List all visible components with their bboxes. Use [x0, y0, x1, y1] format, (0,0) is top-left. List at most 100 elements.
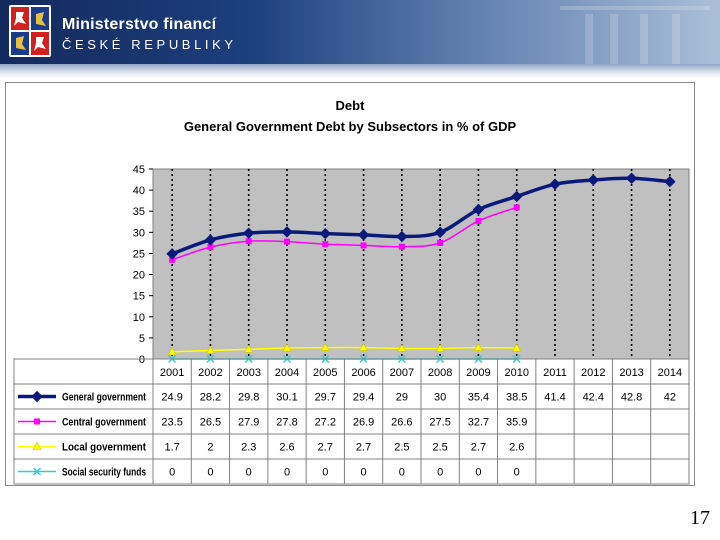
header-banner: Ministerstvo financí ČESKÉ REPUBLIKY: [0, 0, 720, 64]
data-label-3-2003: 0: [246, 467, 252, 479]
page-number: 17: [690, 507, 710, 529]
data-label-0-2002: 28.2: [200, 392, 221, 404]
coat-of-arms-icon: [9, 5, 51, 57]
data-label-0-2004: 30.1: [276, 392, 297, 404]
data-label-1-2003: 27.9: [238, 417, 259, 429]
data-label-3-2006: 0: [361, 467, 367, 479]
series-0-point-2005: [319, 227, 331, 240]
legend-marker-1: [34, 418, 40, 425]
chart-subtitle: General Government Debt by Subsectors in…: [184, 119, 517, 134]
data-label-0-2005: 29.7: [315, 392, 336, 404]
data-label-0-2010: 38.5: [506, 392, 527, 404]
data-label-0-2009: 35.4: [468, 392, 489, 404]
series-0-point-2006: [357, 229, 370, 241]
series-2-point-2007: [397, 343, 407, 352]
series-2-point-2010: [512, 343, 522, 352]
x-tick-2009: 2009: [466, 367, 490, 379]
data-label-0-2011: 41.4: [544, 392, 565, 404]
building-column: [610, 14, 618, 64]
data-label-0-2014: 42: [664, 392, 676, 404]
series-1-point-2004: [284, 238, 290, 245]
y-tick-35: 35: [133, 206, 145, 218]
y-tick-5: 5: [139, 333, 145, 345]
series-1-point-2003: [245, 238, 252, 245]
data-label-0-2007: 29: [396, 392, 408, 404]
data-label-2-2002: 2: [207, 442, 213, 454]
series-0-point-2012: [587, 174, 599, 186]
data-label-2-2005: 2.7: [318, 442, 333, 454]
data-label-1-2010: 35.9: [506, 417, 527, 429]
data-label-2-2003: 2.3: [241, 442, 256, 454]
series-line-1: [171, 206, 517, 261]
x-tick-2013: 2013: [619, 367, 643, 379]
chart-panel: Debt General Government Debt by Subsector…: [5, 82, 695, 486]
data-label-1-2006: 26.9: [353, 417, 374, 429]
series-2-point-2004: [282, 343, 292, 352]
series-1-point-2007: [398, 243, 405, 250]
series-0-point-2010: [511, 190, 523, 203]
ministry-name: Ministerstvo financí: [62, 16, 217, 33]
series-2-point-2006: [359, 342, 369, 351]
series-0-point-2004: [281, 226, 293, 238]
data-label-0-2003: 29.8: [238, 392, 259, 404]
data-label-1-2002: 26.5: [200, 417, 221, 429]
data-label-2-2010: 2.6: [509, 442, 524, 454]
y-tick-45: 45: [133, 164, 145, 176]
series-0-point-2007: [396, 230, 408, 243]
legend-label-0: General government: [62, 392, 146, 404]
data-label-3-2004: 0: [284, 467, 290, 479]
series-1-point-2010: [513, 204, 520, 211]
data-label-3-2002: 0: [207, 467, 213, 479]
legend-marker-2: [32, 441, 42, 450]
building-cornice: [560, 6, 710, 10]
data-label-3-2010: 0: [514, 467, 520, 479]
series-0-point-2001: [166, 248, 178, 260]
building-column: [672, 14, 680, 64]
building-column: [640, 14, 648, 64]
data-label-2-2007: 2.5: [394, 442, 409, 454]
x-tick-2011: 2011: [543, 367, 567, 379]
data-label-2-2004: 2.6: [279, 442, 294, 454]
legend-marker-3: [33, 467, 41, 476]
series-2-point-2001: [167, 347, 177, 356]
y-tick-20: 20: [133, 270, 145, 282]
data-label-3-2008: 0: [437, 467, 443, 479]
legend-label-3: Social security funds: [62, 467, 146, 479]
series-1-point-2008: [437, 239, 444, 246]
data-label-1-2001: 23.5: [161, 417, 182, 429]
y-tick-30: 30: [133, 227, 145, 239]
series-1-point-2009: [475, 217, 482, 224]
x-tick-2007: 2007: [390, 367, 414, 379]
data-label-1-2007: 26.6: [391, 417, 412, 429]
x-tick-2008: 2008: [428, 367, 452, 379]
series-2-point-2002: [205, 345, 215, 354]
series-1-point-2002: [207, 244, 214, 251]
data-label-1-2004: 27.8: [276, 417, 297, 429]
y-tick-10: 10: [133, 312, 145, 324]
data-label-0-2001: 24.9: [161, 392, 182, 404]
x-tick-2012: 2012: [581, 367, 605, 379]
data-label-3-2009: 0: [475, 467, 481, 479]
series-0-point-2003: [243, 227, 255, 239]
series-line-2: [172, 346, 517, 353]
data-label-3-2005: 0: [322, 467, 328, 479]
republic-name: ČESKÉ REPUBLIKY: [62, 37, 237, 52]
legend-label-1: Central government: [62, 417, 146, 429]
series-1-point-2001: [169, 256, 176, 263]
series-2-point-2009: [473, 342, 483, 351]
series-2-point-2005: [320, 342, 330, 351]
data-label-2-2009: 2.7: [471, 442, 486, 454]
data-label-2-2001: 1.7: [164, 442, 179, 454]
legend-marker-0: [31, 390, 43, 403]
plot-area: [152, 168, 690, 360]
data-label-1-2005: 27.2: [315, 417, 336, 429]
data-label-3-2001: 0: [169, 467, 175, 479]
data-label-2-2006: 2.7: [356, 442, 371, 454]
x-tick-2004: 2004: [275, 367, 299, 379]
series-1-point-2006: [360, 242, 367, 249]
series-1-point-2005: [322, 241, 329, 248]
x-tick-2006: 2006: [351, 367, 375, 379]
data-label-0-2012: 42.4: [583, 392, 604, 404]
legend-label-2: Local government: [62, 442, 146, 454]
x-tick-2003: 2003: [236, 367, 260, 379]
